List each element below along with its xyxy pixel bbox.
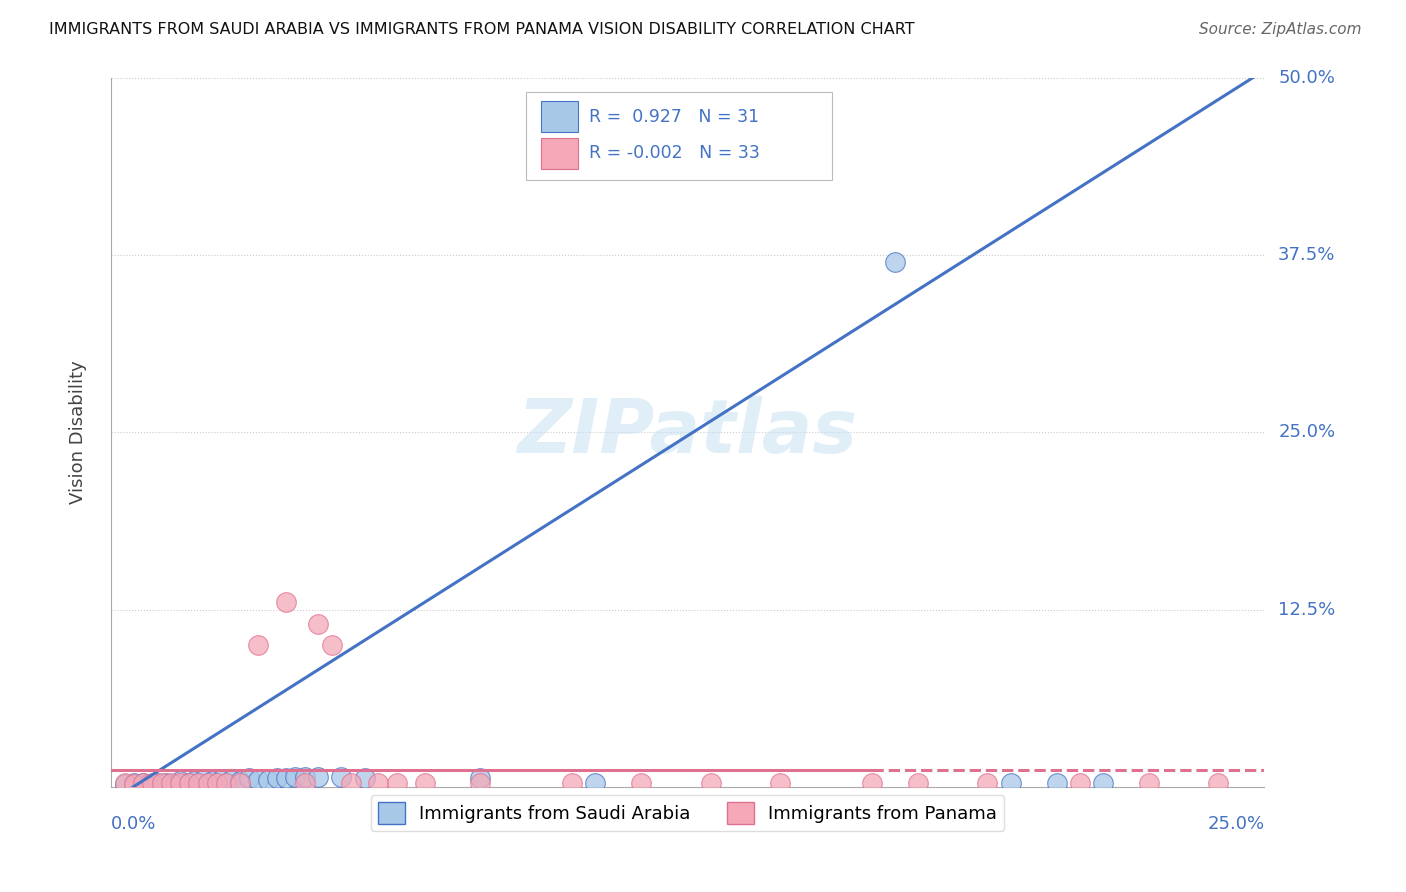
Point <box>884 255 907 269</box>
Point <box>183 774 205 789</box>
Point <box>229 774 252 789</box>
Point <box>330 770 353 784</box>
Point <box>205 775 228 789</box>
Point <box>266 772 288 786</box>
Point <box>1091 775 1114 789</box>
Point <box>413 775 436 789</box>
Text: 37.5%: 37.5% <box>1278 246 1336 264</box>
Point <box>860 775 883 789</box>
Point <box>561 775 583 789</box>
Point <box>136 777 159 791</box>
Point <box>976 775 998 789</box>
Point <box>229 775 252 789</box>
Point <box>201 774 224 789</box>
Point <box>197 775 219 789</box>
Point <box>321 638 343 652</box>
Text: 50.0%: 50.0% <box>1278 69 1336 87</box>
Text: 0.0%: 0.0% <box>111 815 156 833</box>
Point <box>169 775 191 789</box>
Point <box>1000 775 1022 789</box>
Point <box>256 772 278 787</box>
Text: Source: ZipAtlas.com: Source: ZipAtlas.com <box>1198 22 1361 37</box>
Point <box>385 775 408 789</box>
Point <box>307 770 329 784</box>
Text: IMMIGRANTS FROM SAUDI ARABIA VS IMMIGRANTS FROM PANAMA VISION DISABILITY CORRELA: IMMIGRANTS FROM SAUDI ARABIA VS IMMIGRAN… <box>49 22 915 37</box>
Text: R = -0.002   N = 33: R = -0.002 N = 33 <box>589 145 761 162</box>
Point <box>294 775 316 789</box>
Point <box>159 775 181 789</box>
Point <box>353 772 375 786</box>
Point <box>247 772 270 787</box>
Point <box>583 775 606 789</box>
Point <box>114 775 136 789</box>
Point <box>238 772 260 786</box>
Point <box>211 772 233 787</box>
Point <box>339 775 361 789</box>
Point <box>122 777 145 791</box>
Point <box>247 638 270 652</box>
Text: Vision Disability: Vision Disability <box>69 360 87 504</box>
Text: 12.5%: 12.5% <box>1278 600 1336 618</box>
Point <box>179 775 201 789</box>
Point <box>155 775 177 789</box>
Point <box>294 770 316 784</box>
Point <box>907 775 929 789</box>
FancyBboxPatch shape <box>541 138 578 169</box>
Point <box>215 775 238 789</box>
Point <box>1046 775 1069 789</box>
Point <box>367 775 389 789</box>
Point <box>219 772 242 787</box>
Point <box>146 775 169 789</box>
Point <box>122 775 145 789</box>
Point <box>630 775 652 789</box>
Point <box>132 775 155 789</box>
Point <box>1069 775 1091 789</box>
Point <box>468 772 491 786</box>
Text: 25.0%: 25.0% <box>1208 815 1264 833</box>
Point <box>699 775 721 789</box>
Point <box>132 775 155 789</box>
Point <box>1137 775 1160 789</box>
Point <box>307 616 329 631</box>
Point <box>179 775 201 789</box>
Point <box>114 777 136 791</box>
Point <box>769 775 792 789</box>
Point <box>165 777 187 791</box>
Text: 25.0%: 25.0% <box>1278 423 1336 442</box>
Point <box>150 775 173 789</box>
Point <box>191 772 214 787</box>
Point <box>141 775 163 789</box>
Legend: Immigrants from Saudi Arabia, Immigrants from Panama: Immigrants from Saudi Arabia, Immigrants… <box>371 795 1004 831</box>
Point <box>284 770 307 784</box>
FancyBboxPatch shape <box>541 101 578 132</box>
Point <box>1206 775 1229 789</box>
Text: ZIPatlas: ZIPatlas <box>517 396 858 468</box>
Point <box>468 775 491 789</box>
Point <box>274 595 297 609</box>
Point <box>274 772 297 786</box>
FancyBboxPatch shape <box>526 92 832 180</box>
Point <box>187 775 209 789</box>
Point <box>169 774 191 789</box>
Text: R =  0.927   N = 31: R = 0.927 N = 31 <box>589 108 759 126</box>
